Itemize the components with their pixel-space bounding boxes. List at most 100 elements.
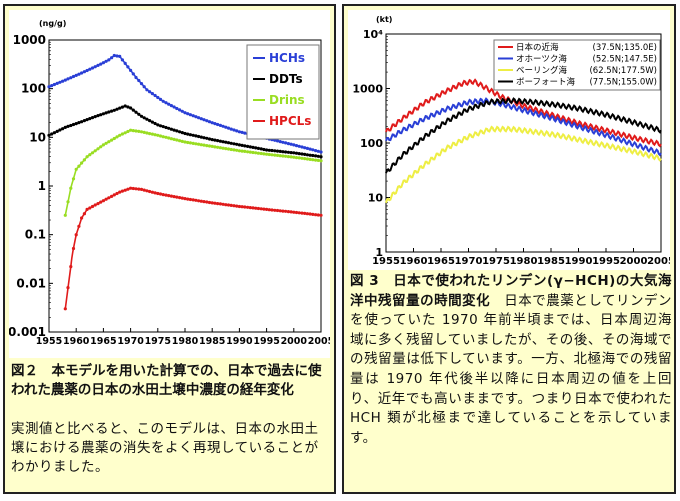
right-legend: 日本の近海 (37.5N;135.0E) オホーツク海 (52.5N;147.5E) ベ… bbox=[493, 39, 661, 91]
right-legend-box bbox=[493, 39, 661, 91]
left-series-point bbox=[107, 58, 111, 62]
left-series-point bbox=[221, 124, 225, 128]
left-y-axis-label: (ng/g) bbox=[39, 19, 66, 28]
left-series-point bbox=[303, 146, 307, 150]
left-series-point bbox=[210, 121, 214, 125]
left-series-point bbox=[248, 206, 252, 210]
left-series-point bbox=[101, 112, 105, 116]
left-series-point bbox=[74, 73, 78, 77]
left-series-point bbox=[150, 190, 154, 194]
left-series-point bbox=[172, 128, 176, 132]
left-series-point bbox=[126, 105, 130, 109]
left-series-point bbox=[194, 134, 198, 138]
left-series-point bbox=[88, 153, 92, 157]
pesticide-soil-chart: (ng/g) 1000 100 10 1 0.1 0.01 0.001 1955 1960 1965… bbox=[8, 10, 334, 358]
left-series-point bbox=[292, 143, 296, 147]
left-series-point bbox=[112, 136, 116, 141]
left-x-tick-label: 2000 bbox=[281, 336, 308, 347]
left-series-point bbox=[55, 81, 59, 85]
left-series-point bbox=[178, 108, 182, 112]
left-legend: HCHs DDTs Drins HPCLs bbox=[246, 44, 320, 140]
right-x-tick-label: 1955 bbox=[372, 256, 400, 267]
right-legend-coords: (37.5N;135.0E) bbox=[593, 43, 658, 53]
left-series-point bbox=[90, 66, 95, 70]
left-series-point bbox=[311, 148, 315, 152]
right-legend-label: 日本の近海 bbox=[516, 42, 559, 53]
left-series-point bbox=[240, 130, 244, 134]
left-series-point bbox=[267, 152, 271, 157]
left-series-point bbox=[300, 145, 304, 149]
left-series-point bbox=[96, 202, 100, 206]
left-series-point bbox=[120, 105, 124, 109]
left-series-point bbox=[232, 204, 236, 208]
right-x-tick-label: 1995 bbox=[592, 256, 620, 267]
left-series-point bbox=[289, 155, 293, 159]
right-legend-label: ベーリング海 bbox=[516, 65, 568, 76]
left-series-point bbox=[134, 75, 138, 80]
right-x-tick-label: 1990 bbox=[565, 256, 593, 267]
left-series-point bbox=[262, 147, 266, 152]
left-series-point bbox=[256, 151, 260, 155]
figure-3-caption-body: 日本で農薬としてリンデンを使っていた 1970 年前半頃までは、日本周辺海域に多… bbox=[350, 292, 673, 446]
left-series-point bbox=[175, 138, 179, 142]
left-series-point bbox=[77, 72, 81, 76]
right-x-tick-label: 1980 bbox=[510, 256, 538, 267]
left-series-point bbox=[191, 133, 195, 137]
left-series-point bbox=[180, 131, 184, 135]
left-series-point bbox=[169, 127, 173, 131]
left-series-point bbox=[107, 110, 111, 114]
left-series-point bbox=[71, 74, 76, 79]
left-series-point bbox=[226, 126, 231, 130]
left-series-point bbox=[74, 122, 78, 126]
left-legend-label: HCHs bbox=[269, 51, 305, 65]
left-y-tick-label: 0.1 bbox=[25, 228, 46, 242]
right-x-tick-label: 1960 bbox=[400, 256, 428, 267]
left-series-point bbox=[90, 204, 95, 209]
left-series-point bbox=[243, 144, 247, 148]
left-series-point bbox=[213, 201, 217, 205]
left-series-point bbox=[226, 203, 231, 207]
left-series-point bbox=[308, 212, 312, 216]
left-series-point bbox=[180, 139, 184, 143]
left-series-point bbox=[158, 97, 163, 101]
left-series-point bbox=[120, 58, 124, 62]
right-series-line-2 bbox=[385, 97, 662, 157]
left-series-point bbox=[224, 147, 228, 151]
left-series-point bbox=[63, 125, 67, 129]
left-series-point bbox=[316, 154, 320, 158]
left-series-point bbox=[237, 143, 241, 147]
left-series-point bbox=[66, 124, 70, 128]
left-series-point bbox=[58, 80, 62, 84]
left-series-point bbox=[202, 200, 206, 204]
left-series-point bbox=[314, 154, 318, 158]
left-legend-box bbox=[246, 44, 320, 140]
right-x-tick-label: 1985 bbox=[537, 256, 565, 267]
left-series-point bbox=[153, 121, 157, 126]
left-series-point bbox=[145, 117, 149, 121]
left-series-point bbox=[316, 213, 320, 217]
left-series-point bbox=[123, 61, 127, 65]
left-series-point bbox=[69, 76, 73, 80]
left-series-point bbox=[175, 129, 179, 133]
left-series-point bbox=[243, 131, 247, 135]
right-legend-label: ボーフォート海 bbox=[516, 77, 575, 88]
left-x-tick-label: 1955 bbox=[36, 336, 62, 347]
lindane-residual-chart: (kt) 10⁴ 1000 100 10 1 1955 1960 1965 1970 1975 198… bbox=[348, 10, 675, 270]
figure-3-caption-title: 図 3 日本で使われたリンデン(γ−HCH)の大気海洋中残留量の時間変化 bbox=[350, 273, 672, 309]
left-series-point bbox=[52, 82, 57, 87]
left-series-point bbox=[273, 149, 277, 153]
left-series-point bbox=[262, 207, 266, 211]
left-series-point bbox=[137, 112, 141, 116]
left-series-point bbox=[188, 141, 192, 145]
left-series-point bbox=[235, 148, 239, 152]
left-series-point bbox=[142, 85, 146, 89]
left-series-point bbox=[292, 151, 296, 155]
left-series-point bbox=[286, 142, 290, 146]
right-y-tick-label: 1 bbox=[375, 246, 383, 259]
left-series-point bbox=[112, 193, 116, 197]
left-series-point bbox=[216, 122, 220, 127]
left-series-point bbox=[153, 191, 157, 195]
left-series-point bbox=[248, 150, 252, 154]
left-series-point bbox=[156, 133, 160, 137]
left-series-point bbox=[156, 191, 160, 196]
